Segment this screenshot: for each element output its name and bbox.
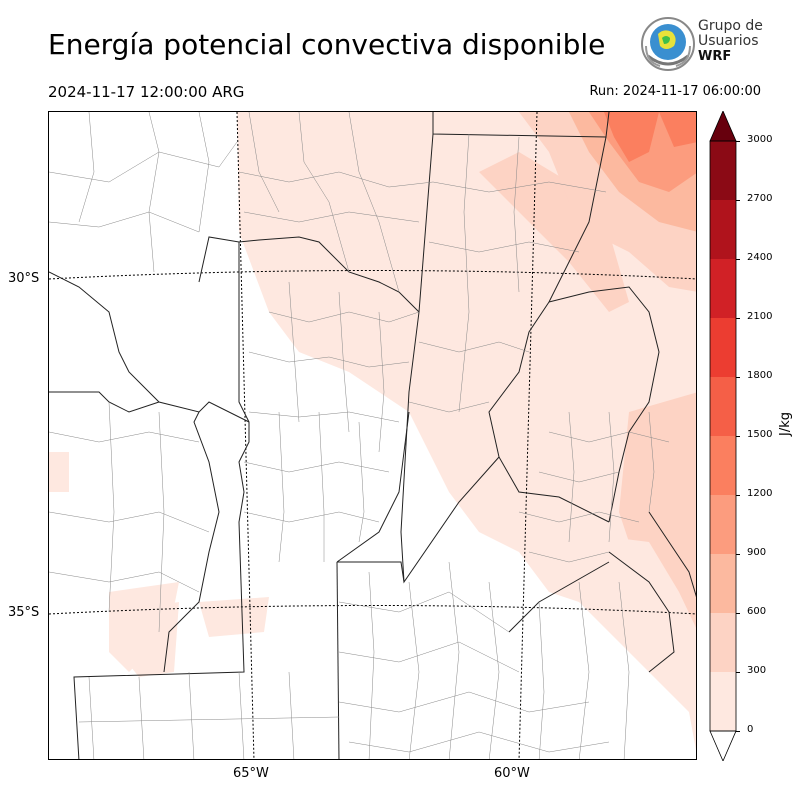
province-borders: [49, 112, 696, 759]
logo-line-1: Grupo de: [698, 18, 763, 34]
run-time: Run: 2024-11-17 06:00:00: [589, 84, 761, 99]
colorbar-under-triangle: [709, 730, 737, 761]
valid-time: 2024-11-17 12:00:00 ARG: [48, 83, 245, 101]
cape-shading: [49, 112, 696, 751]
colorbar-segment: [710, 554, 736, 613]
colorbar-segment: [710, 377, 736, 436]
colorbar-tick-label: 900: [747, 547, 767, 558]
colorbar-tick-mark: [736, 613, 740, 614]
globe-icon: [641, 17, 695, 71]
cape-map: [48, 111, 697, 760]
colorbar-tick-mark: [736, 200, 740, 201]
colorbar-segment: [710, 495, 736, 554]
department-borders: [49, 112, 670, 759]
lon-label-65w: 65°W: [233, 766, 269, 781]
colorbar-tick-mark: [736, 318, 740, 319]
colorbar-tick-mark: [736, 377, 740, 378]
colorbar-tick-mark: [736, 554, 740, 555]
lon-label-60w: 60°W: [494, 766, 530, 781]
colorbar-tick-mark: [736, 141, 740, 142]
colorbar-tick-label: 300: [747, 665, 767, 676]
colorbar-tick-mark: [736, 672, 740, 673]
colorbar-tick-label: 1200: [747, 488, 773, 499]
colorbar-over-triangle: [709, 111, 737, 142]
colorbar-tick-label: 1800: [747, 370, 773, 381]
lat-label-30s: 30°S: [8, 271, 40, 286]
colorbar-tick-mark: [736, 495, 740, 496]
colorbar-tick-label: 2100: [747, 311, 773, 322]
colorbar: [709, 111, 737, 761]
colorbar-segment: [710, 613, 736, 672]
colorbar-tick-label: 2700: [747, 193, 773, 204]
colorbar-segment: [710, 672, 736, 731]
colorbar-segment: [710, 259, 736, 318]
logo-line-2: Usuarios: [698, 33, 759, 49]
colorbar-tick-label: 0: [747, 724, 754, 735]
colorbar-segment: [710, 141, 736, 200]
colorbar-tick-label: 2400: [747, 252, 773, 263]
colorbar-tick-label: 600: [747, 606, 767, 617]
colorbar-segment: [710, 200, 736, 259]
colorbar-tick-mark: [736, 259, 740, 260]
logo-line-3: WRF: [698, 49, 732, 64]
colorbar-tick-mark: [736, 436, 740, 437]
colorbar-tick-label: 1500: [747, 429, 773, 440]
wrf-logo: Grupo de Usuarios WRF: [640, 16, 765, 72]
colorbar-unit-label: J/kg: [778, 412, 793, 436]
lat-label-35s: 35°S: [8, 605, 40, 620]
colorbar-segment: [710, 436, 736, 495]
graticule: [49, 112, 696, 759]
map-title: Energía potencial convectiva disponible: [48, 28, 606, 61]
colorbar-segments: [710, 141, 736, 731]
colorbar-segment: [710, 318, 736, 377]
colorbar-tick-label: 3000: [747, 134, 773, 145]
map-canvas: [49, 112, 696, 759]
colorbar-tick-mark: [736, 731, 740, 732]
logo-text: Grupo de Usuarios WRF: [698, 18, 763, 65]
